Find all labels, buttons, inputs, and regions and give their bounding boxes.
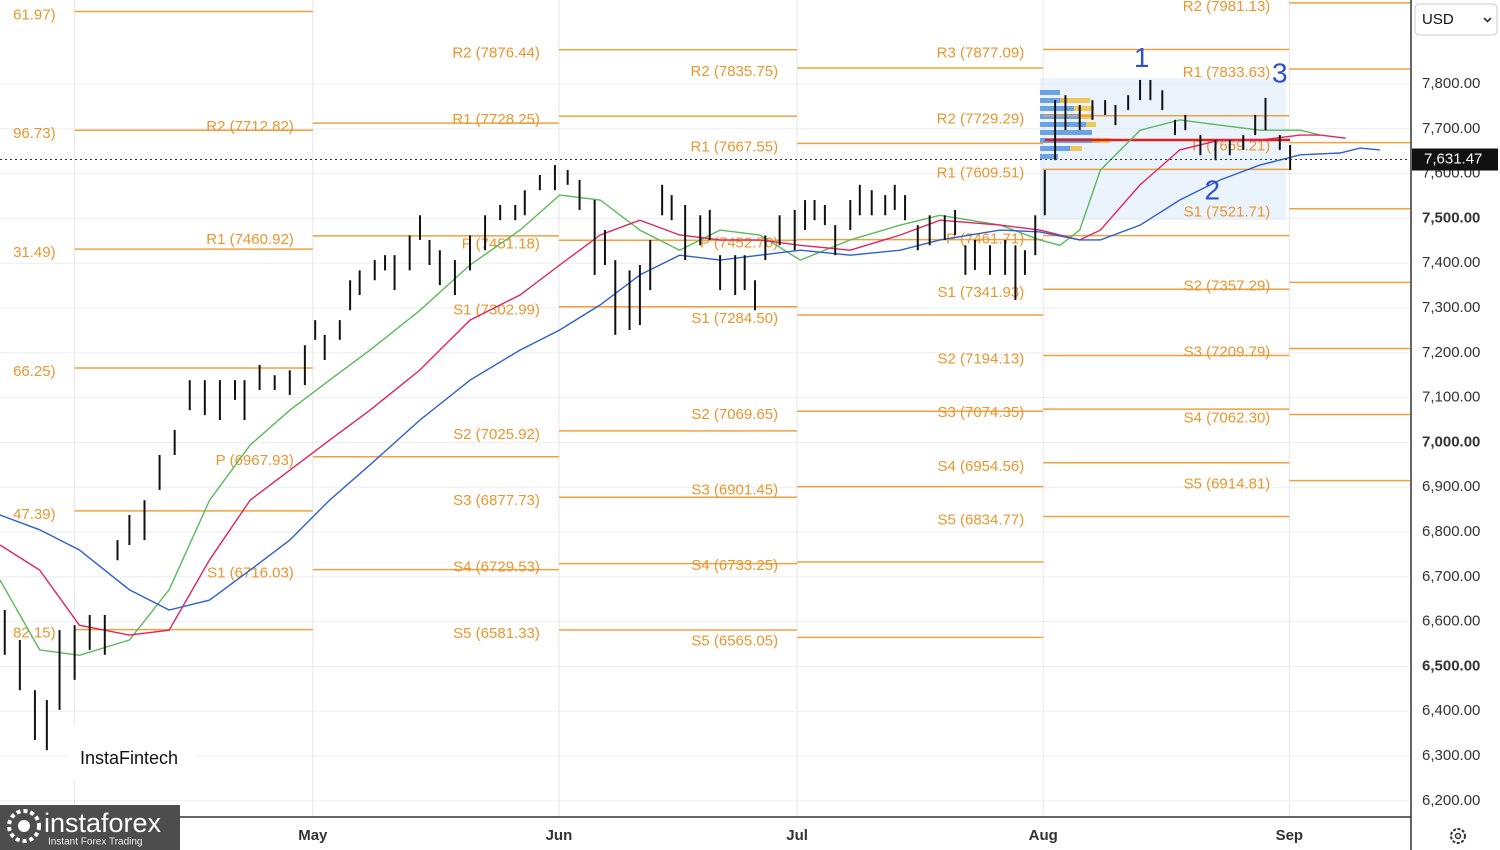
pivot-label: S3 (7074.35) [937,404,1024,421]
watermark: InstaFintech [80,748,178,768]
logo-text: instaforex [44,808,162,838]
grid-layer [0,0,1410,817]
pivot-label: S1 (6716.03) [207,565,294,582]
x-tick-label: Aug [1029,827,1058,844]
pivot-label: R2 (7712.82) [206,118,294,135]
currency-label[interactable]: USD [1422,11,1454,28]
pivot-label: 82.15) [13,625,56,642]
y-tick-label: 7,200.00 [1422,344,1480,361]
pivot-label: R2 (7729.29) [937,111,1025,128]
y-tick-label: 6,400.00 [1422,702,1480,719]
watermark-bg [70,725,196,781]
y-tick-label: 6,600.00 [1422,613,1480,630]
x-tick-label: Jul [786,827,808,844]
settings-button[interactable] [1450,828,1466,844]
y-tick-label: 7,700.00 [1422,120,1480,137]
pivot-label: 61.97) [13,6,56,23]
y-tick-label: 6,300.00 [1422,747,1480,764]
pivot-label: S4 (6729.53) [453,559,540,576]
pivot-label: S3 (6877.73) [453,492,540,509]
pivot-label: S2 (7357.29) [1184,277,1271,294]
pivot-label: 31.49) [13,244,56,261]
y-tick-label: 6,200.00 [1422,792,1480,809]
pivot-label: R1 (7460.92) [206,231,294,248]
pivot-label: S1 (7341.93) [937,284,1024,301]
logo-icon-core [18,820,30,832]
currency-box[interactable] [1414,3,1498,36]
pivot-label: S4 (6733.25) [691,557,778,574]
logo-bg [0,805,180,850]
pivot-label: 96.73) [13,125,56,142]
pivot-label: S3 (6901.45) [691,482,778,499]
y-tick-label: 6,500.00 [1422,657,1480,674]
last-price-box [1412,148,1498,171]
x-tick-label: Jun [546,827,573,844]
pivot-label: P (6967.93) [216,452,294,469]
pivot-label: R1 (7667.55) [691,138,779,155]
pivot-label: 66.25) [13,363,56,380]
y-tick-label: 7,500.00 [1422,209,1480,226]
y-tick-label: 7,300.00 [1422,299,1480,316]
pivot-label: S5 (6914.81) [1184,476,1271,493]
y-tick-label: 7,400.00 [1422,254,1480,271]
pivot-label: P (7452.76) [700,235,778,252]
pivot-label: S1 (7521.71) [1184,204,1271,221]
y-tick-label: 7,100.00 [1422,389,1480,406]
pivot-label: R1 (7728.25) [452,111,540,128]
x-tick-label: May [298,827,328,844]
wave-label: 3 [1272,57,1288,88]
pivot-label: S1 (7302.99) [453,302,540,319]
last-price-label: 7,631.47 [1424,150,1482,167]
wave-label: 1 [1134,42,1150,73]
wave-label: 2 [1205,174,1221,205]
y-tick-label: 6,800.00 [1422,523,1480,540]
y-tick-label: 7,000.00 [1422,433,1480,450]
pivot-label: S5 (6565.05) [691,632,778,649]
pivot-layer: 61.97) 96.73) 31.49) 66.25) 47.39) 82.15) R2 (… [13,0,1410,649]
axis-layer: 7,800.007,700.007,600.007,500.007,400.00… [62,75,1498,844]
pivot-label: R2 (7876.44) [452,45,540,62]
y-tick-label: 6,900.00 [1422,478,1480,495]
pivot-label: R1 (7833.63) [1183,64,1271,81]
pivot-label: 47.39) [13,506,56,523]
pivot-label: R2 (7981.13) [1183,0,1271,15]
pivot-label: S2 (7194.13) [937,350,1024,367]
pivot-label: R3 (7877.09) [937,44,1025,61]
pivot-label: S4 (7062.30) [1184,409,1271,426]
pivot-label: S3 (7209.79) [1184,343,1271,360]
pivot-label: R2 (7835.75) [691,63,779,80]
y-tick-label: 7,800.00 [1422,75,1480,92]
pivot-label: S4 (6954.56) [937,458,1024,475]
currency-select[interactable]: USD [1414,3,1498,36]
gear-hub[interactable] [1454,832,1462,840]
pivot-label: S5 (6834.77) [937,511,1024,528]
pivot-label: S1 (7284.50) [691,310,778,327]
y-tick-label: 6,700.00 [1422,568,1480,585]
pivot-label: S2 (7069.65) [691,406,778,423]
pivot-label: S5 (6581.33) [453,625,540,642]
logo: instaforex Instant Forex Trading [0,805,180,850]
x-tick-label: Sep [1276,827,1304,844]
chevron[interactable] [1483,17,1492,23]
annotation-layer: 1 2 3 [0,42,1410,205]
pivot-label: S2 (7025.92) [453,426,540,443]
gear[interactable] [1450,828,1466,844]
logo-tagline: Instant Forex Trading [48,837,143,848]
pivot-label: R1 (7609.51) [937,164,1025,181]
logo-icon [7,809,41,843]
bar-layer [3,79,1292,751]
